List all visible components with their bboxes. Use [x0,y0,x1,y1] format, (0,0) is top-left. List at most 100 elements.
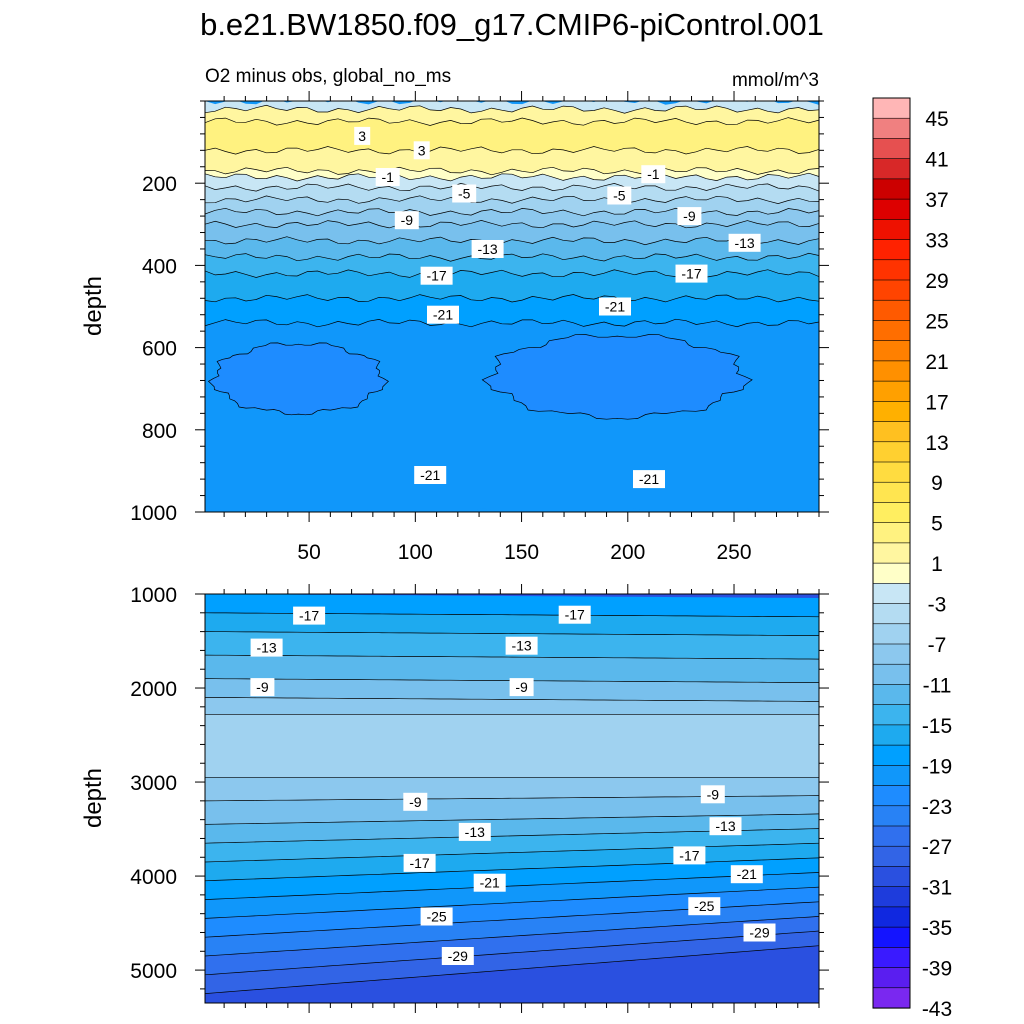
x-tick-label: 200 [610,541,645,564]
contour-label-text: -29 [749,925,769,941]
contour-label-text: -17 [679,847,699,863]
contour-line [205,842,819,863]
contour-label-bg [509,678,534,697]
y-tick-label: 600 [142,338,177,361]
colorbar-bin [872,320,911,342]
contour-label-bg [607,186,632,205]
colorbar-bin [872,219,911,241]
contour-label-text: -21 [420,467,440,483]
contour-label-text: -9 [683,208,696,224]
colorbar-frame [872,97,911,1009]
contour-label-bg [403,853,436,872]
contour-label: -17 [673,846,706,865]
contour-label-text: -5 [458,186,471,202]
contour-label-text: -1 [647,166,660,182]
contour-label: -21 [427,305,459,324]
contour-line [205,220,819,229]
colorbar-bin [872,441,911,463]
colorbar-tick-label: 33 [925,230,948,253]
colorbar-tick-label: -19 [922,755,952,778]
contour-label: -9 [700,785,725,804]
colorbar-bin [872,704,911,726]
contour-label: -5 [452,184,477,203]
contour-label: -21 [473,873,506,892]
contour-label: -9 [403,792,428,811]
contour-label-text: -25 [694,898,714,914]
colorbar-tick-label: -39 [922,958,952,981]
colorbar-tick-label: 45 [925,108,948,131]
contour-line [205,207,819,217]
contour-label-bg [743,923,776,942]
contour-label: -21 [633,470,665,489]
contour-line [205,269,819,278]
colorbar-bin [872,178,911,200]
contour-label-bg [452,184,477,203]
colorbar-bin [872,481,911,504]
colorbar-bin [872,947,911,969]
contour-label: -25 [420,907,453,926]
colorbar-tick-label: -43 [922,998,952,1021]
colorbar-tick-label: 37 [925,189,948,212]
contour-label-text: -17 [681,266,701,282]
colorbar-tick-label: -7 [928,634,947,657]
contour-label: -9 [509,678,534,697]
contour-label-bg [354,126,371,145]
contour-label-bg [394,211,419,230]
contour-label: -13 [458,822,491,841]
contour-blob [207,342,389,416]
contour-line [205,857,819,882]
top-contour-lines [205,104,819,420]
top-plot-area [205,101,819,512]
colorbar-bin [872,906,911,928]
contour-label: -17 [675,264,708,283]
contour-label-text: -29 [448,948,468,964]
contour-label-bg [700,785,725,804]
contour-label-bg [250,678,275,697]
contour-line [205,631,819,636]
colorbar-bin [872,380,911,402]
contour-label-bg [471,240,504,258]
colorbar-bin [872,340,911,362]
colorbar-bin [872,158,911,180]
contour-label-bg [420,907,453,926]
contour-label-text: -1 [381,169,394,185]
colorbar-tick-label: -23 [922,796,952,819]
contour-label-bg [413,141,430,160]
contour-label-bg [458,822,491,841]
y-tick-label: 1000 [130,502,177,525]
colorbar-tick-label: -27 [922,836,952,859]
contour-band [205,294,819,327]
colorbar-bin [872,926,911,948]
colorbar-bin [872,97,911,119]
contour-band [205,857,819,900]
colorbar-bin [872,583,911,605]
contour-band [205,843,819,881]
contour-label-text: 3 [418,142,426,158]
colorbar-bin [872,765,911,787]
colorbar-bin [872,825,911,847]
contour-band [205,872,819,919]
contour-label-text: -17 [409,855,429,871]
contour-label-bg [688,897,721,916]
contour-label: -25 [688,897,721,916]
contour-label-text: -13 [715,818,735,834]
contour-line [205,945,819,994]
contour-line [205,172,819,182]
contour-label-bg [633,470,665,489]
colorbar-bin [872,805,911,827]
contour-line [205,195,819,204]
contour-label: -17 [403,853,436,872]
colorbar-bin [872,603,911,625]
contour-label: -29 [743,923,776,942]
y-tick-label: 400 [142,255,177,278]
contour-blob [481,334,753,420]
y-tick-label: 2000 [130,678,177,701]
contour-label-bg [599,297,631,316]
contour-label-text: -21 [480,875,500,891]
contour-label-text: -21 [433,307,453,323]
contour-label-bg [403,792,428,811]
contour-band [205,183,819,204]
contour-line [205,252,819,262]
contour-line [205,872,819,900]
